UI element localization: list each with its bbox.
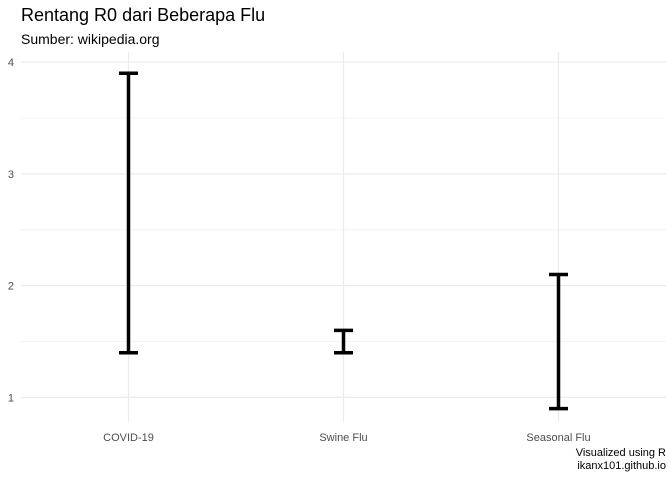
caption-line-1: Visualized using R xyxy=(575,447,666,459)
x-tick-label: Swine Flu xyxy=(319,432,367,444)
caption-line-2: ikanx101.github.io xyxy=(577,460,666,472)
y-tick-label: 2 xyxy=(8,281,14,293)
x-tick-label: Seasonal Flu xyxy=(526,432,590,444)
error-bar xyxy=(334,328,353,355)
chart-caption: Visualized using R ikanx101.github.io xyxy=(576,447,666,473)
error-bar xyxy=(549,272,568,411)
y-tick-label: 4 xyxy=(8,57,14,69)
x-tick-label: COVID-19 xyxy=(103,432,154,444)
error-bar xyxy=(119,71,138,355)
y-tick-label: 1 xyxy=(8,392,14,404)
chart-title: Rentang R0 dari Beberapa Flu xyxy=(21,5,266,25)
chart-subtitle: Sumber: wikipedia.org xyxy=(21,31,160,47)
y-tick-label: 3 xyxy=(8,169,14,181)
